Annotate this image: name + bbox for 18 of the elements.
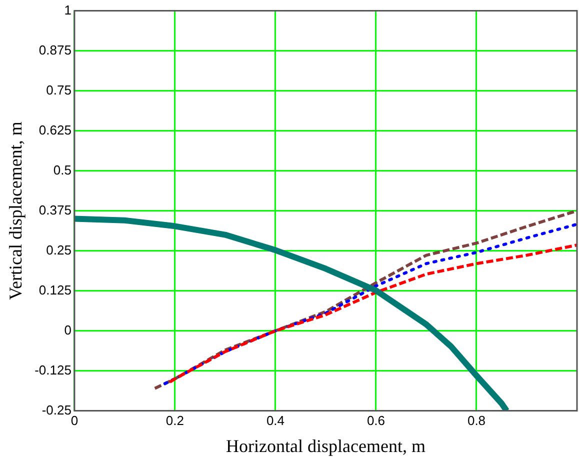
y-tick-label: 0.375: [38, 202, 72, 218]
y-tick-label: 0.125: [38, 282, 72, 298]
y-tick-label: -0.25: [42, 402, 72, 418]
y-tick-label: 0: [64, 322, 72, 338]
y-tick-label: 0.625: [38, 122, 72, 138]
y-tick-label: 0.25: [46, 242, 72, 258]
y-tick-label: 0.5: [53, 162, 72, 178]
x-tick-label: 0.2: [166, 413, 184, 428]
x-axis-title: Horizontal displacement, m: [226, 436, 426, 456]
x-tick-label: 0.6: [366, 413, 386, 428]
y-axis-title: Vertical displacement, m: [6, 122, 26, 300]
y-tick-label: -0.125: [34, 362, 72, 378]
y-tick-label: 0.875: [38, 42, 72, 58]
x-tick-label: 0.4: [266, 413, 285, 428]
x-tick-label: 0.8: [467, 413, 486, 428]
y-tick-label: 1: [64, 2, 72, 18]
line-series: [168, 244, 577, 384]
y-tick-label: 0.75: [46, 82, 72, 98]
